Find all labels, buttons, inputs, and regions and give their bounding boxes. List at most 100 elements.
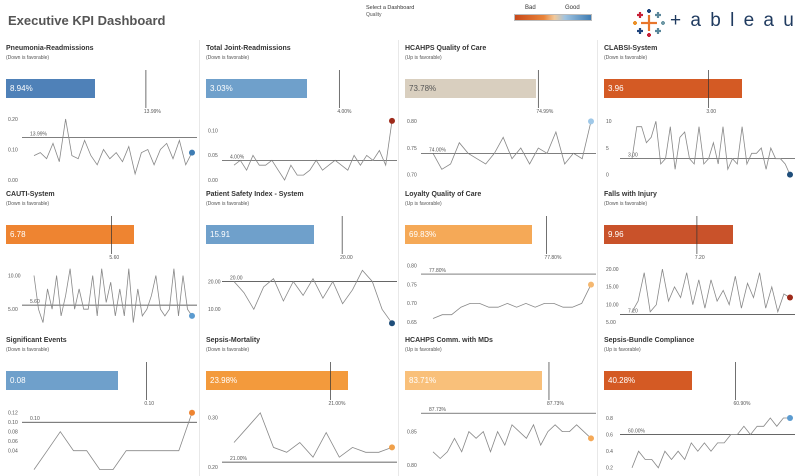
y-tick-label: 0.00 [208,178,218,184]
kpi-value: 9.96 [608,230,624,239]
kpi-chart-svg: 60.90% 0.8 0.6 0.4 0.2 60.00% [606,362,795,472]
kpi-subtitle: (Up is favorable) [604,347,641,353]
y-tick-label: 0.8 [606,416,613,422]
latest-point[interactable] [389,444,395,451]
legend-good-label: Good [565,5,580,11]
kpi-panel[interactable]: CAUTI-System (Down is favorable) 6.78 5.60 1… [0,186,198,330]
series-line [33,118,193,176]
kpi-bar[interactable] [206,79,307,98]
kpi-panel[interactable]: Significant Events (Down is favorable) 0.0… [0,332,198,476]
kpi-target-label: 4.00% [337,109,352,115]
latest-point[interactable] [189,149,195,156]
kpi-bar[interactable] [604,371,693,390]
kpi-bar[interactable] [206,371,349,390]
legend-bad-label: Bad [525,5,536,11]
y-tick-label: 0.4 [606,449,613,455]
kpi-value: 23.98% [210,376,238,385]
dashboard-selector-value[interactable]: Quality [366,12,382,18]
latest-point[interactable] [389,320,395,327]
kpi-panel[interactable]: Sepsis-Mortality (Down is favorable) 23.98… [200,332,398,476]
y-tick-label: 0.20 [208,465,218,471]
kpi-title: Patient Safety Index - System [206,191,304,198]
kpi-bar[interactable] [6,225,134,244]
reference-label: 3.00 [628,153,638,159]
kpi-panel[interactable]: Falls with Injury (Down is favorable) 9.96… [598,186,796,330]
kpi-target-label: 7.20 [695,255,705,261]
kpi-value: 83.71% [409,376,437,385]
kpi-title: Sepsis-Bundle Compliance [604,337,695,344]
latest-point[interactable] [588,281,594,288]
y-tick-label: 5.00 [606,320,616,326]
kpi-panel[interactable]: HCAHPS Quality of Care (Up is favorable) 7… [399,40,597,184]
kpi-title: HCAHPS Comm. with MDs [405,337,493,344]
dashboard-selector[interactable]: Select a Dashboard Quality [366,5,414,19]
latest-point[interactable] [588,118,594,125]
reference-label: 13.99% [30,131,48,137]
y-tick-label: 20.00 [208,279,221,285]
y-tick-label: 0.08 [8,430,18,436]
y-tick-label: 0.70 [407,172,417,178]
dashboard-selector-label: Select a Dashboard [366,5,415,11]
latest-point[interactable] [189,409,195,416]
dashboard-header: Executive KPI Dashboard Select a Dashboa… [0,0,800,40]
kpi-panel[interactable]: Sepsis-Bundle Compliance (Up is favorable… [598,332,796,476]
kpi-subtitle: (Down is favorable) [6,347,50,353]
latest-point[interactable] [787,414,793,421]
reference-label: 0.10 [30,416,40,422]
kpi-panel[interactable]: Total Joint-Readmissions (Down is favorab… [200,40,398,184]
kpi-bar[interactable] [405,225,532,244]
y-tick-label: 15.00 [606,285,619,291]
kpi-value: 40.28% [608,376,636,385]
latest-point[interactable] [189,312,195,319]
kpi-bar[interactable] [405,79,537,98]
kpi-subtitle: (Up is favorable) [405,201,442,207]
reference-label: 20.00 [230,275,243,281]
kpi-bar[interactable] [206,225,315,244]
y-tick-label: 0.65 [407,320,417,326]
y-tick-label: 0.04 [8,448,18,454]
y-tick-label: 10.00 [606,302,619,308]
y-tick-label: 0.10 [208,129,218,135]
kpi-panel[interactable]: Loyalty Quality of Care (Up is favorable)… [399,186,597,330]
kpi-value: 69.83% [409,230,437,239]
series-line [432,423,592,460]
kpi-value: 3.03% [210,84,233,93]
kpi-title: Significant Events [6,337,67,344]
y-tick-label: 0.80 [407,463,417,469]
kpi-target-label: 60.90% [734,401,752,407]
reference-label: 87.73% [429,407,447,413]
kpi-chart-svg: 4.00% 0.10 0.05 0.00 4.00% [208,70,397,184]
kpi-subtitle: (Up is favorable) [405,55,442,61]
y-tick-label: 0.85 [407,429,417,435]
kpi-chart-svg: 5.60 10.00 5.00 5.60 [8,216,197,323]
y-tick-label: 0.80 [407,264,417,270]
y-tick-label: 0.75 [407,146,417,152]
y-tick-label: 0.2 [606,466,613,472]
kpi-bar[interactable] [6,79,96,98]
kpi-target-label: 20.00 [340,255,353,261]
kpi-subtitle: (Down is favorable) [206,347,250,353]
y-tick-label: 0.80 [407,119,417,125]
reference-label: 5.60 [30,299,40,305]
kpi-panel[interactable]: Pneumonia-Readmissions (Down is favorable… [0,40,198,184]
kpi-value: 3.96 [608,84,624,93]
kpi-subtitle: (Down is favorable) [604,55,648,61]
latest-point[interactable] [389,117,395,124]
latest-point[interactable] [588,435,594,442]
kpi-bar[interactable] [405,371,543,390]
kpi-chart-svg: 20.00 20.00 10.00 20.00 [208,216,397,327]
series-line [432,284,592,319]
kpi-bar[interactable] [604,225,733,244]
kpi-panel[interactable]: Patient Safety Index - System (Down is fa… [200,186,398,330]
kpi-target-label: 87.73% [547,401,565,407]
y-tick-label: 0.70 [407,301,417,307]
series-line [631,417,790,469]
kpi-panel[interactable]: HCAHPS Comm. with MDs (Up is favorable) 83… [399,332,597,476]
kpi-bar[interactable] [6,371,119,390]
series-line [233,120,393,181]
latest-point[interactable] [787,294,793,301]
reference-label: 21.00% [230,456,248,462]
kpi-panel[interactable]: CLABSI-System (Down is favorable) 3.96 3.00… [598,40,796,184]
latest-point[interactable] [787,171,793,178]
kpi-bar[interactable] [604,79,742,98]
